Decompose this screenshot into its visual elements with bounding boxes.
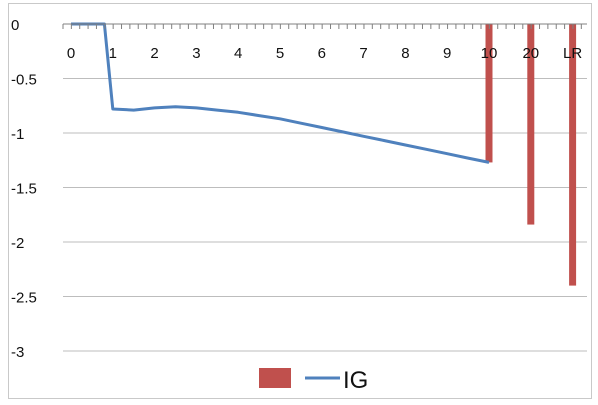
chart-svg: 0 -0.5 -1 -1.5 -2 -2.5 -3 0 1 2 3 4 5 6 7 8 9 10 20 LR IG xyxy=(11,17,587,394)
x-tick-labels: 0 1 2 3 4 5 6 7 8 9 10 20 LR xyxy=(67,45,583,62)
y-tick-label: 0 xyxy=(11,17,19,34)
line-series xyxy=(71,22,490,164)
x-tick-label: 0 xyxy=(67,45,75,62)
y-tick-label: -1 xyxy=(11,126,24,143)
line-ig xyxy=(71,22,490,164)
y-tick-label: -3 xyxy=(11,344,24,361)
legend: IG xyxy=(259,367,368,394)
y-axis: 0 -0.5 -1 -1.5 -2 -2.5 -3 xyxy=(11,17,37,361)
bar-10 xyxy=(485,24,493,163)
x-tick-label: 20 xyxy=(522,45,539,62)
y-tick-label: -2 xyxy=(11,235,24,252)
x-tick-label: 4 xyxy=(234,45,242,62)
chart-frame: 0 -0.5 -1 -1.5 -2 -2.5 -3 0 1 2 3 4 5 6 7 8 9 10 20 LR IG xyxy=(8,3,592,399)
legend-bar-swatch xyxy=(259,368,291,388)
y-tick-label: -1.5 xyxy=(11,181,37,198)
legend-label: IG xyxy=(343,367,368,394)
x-tick-label: 10 xyxy=(481,45,498,62)
x-tick-label: 5 xyxy=(276,45,284,62)
x-tick-label: 2 xyxy=(150,45,158,62)
grid-layer xyxy=(63,78,587,352)
x-tick-label: 9 xyxy=(443,45,451,62)
bar-20 xyxy=(527,24,535,225)
y-tick-label: -0.5 xyxy=(11,72,37,89)
x-tick-label: 3 xyxy=(192,45,200,62)
bar-lr xyxy=(569,24,577,286)
bar-series xyxy=(485,24,577,286)
x-tick-label: 8 xyxy=(401,45,409,62)
x-tick-label: 6 xyxy=(318,45,326,62)
x-tick-label: LR xyxy=(563,45,582,62)
x-tick-label: 1 xyxy=(109,45,117,62)
x-tick-label: 7 xyxy=(359,45,367,62)
y-tick-label: -2.5 xyxy=(11,290,37,307)
x-axis xyxy=(62,23,587,29)
